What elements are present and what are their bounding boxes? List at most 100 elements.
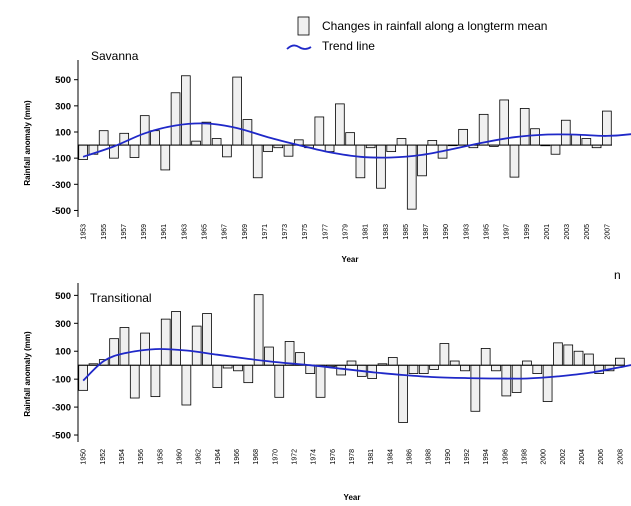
bar-1987	[460, 364, 470, 372]
bar-1963	[181, 75, 191, 146]
y-tick-label: -100	[52, 375, 71, 386]
x-tick-label: 1952	[100, 449, 107, 465]
x-tick-label: 1963	[181, 224, 188, 240]
bar-1959	[139, 115, 150, 146]
bar-1997	[530, 128, 540, 146]
x-tick-label: 1996	[502, 449, 509, 465]
bar-1976	[346, 360, 357, 366]
legend-line-label: Trend line	[322, 39, 375, 53]
bar-1964	[191, 140, 201, 146]
x-tick-label: 1960	[177, 449, 184, 465]
bar-1965	[201, 121, 212, 146]
bar-1995	[542, 364, 553, 402]
bar-1966	[243, 364, 254, 384]
bar-1995	[509, 144, 520, 178]
bar-1990	[458, 128, 468, 146]
bar-1984	[429, 364, 439, 370]
x-tick-label: 1955	[101, 224, 108, 240]
bar-1954	[119, 327, 130, 366]
transitional-trend-line	[82, 348, 631, 382]
bar-2004	[602, 110, 612, 146]
x-tick-label: 2003	[564, 224, 571, 240]
bar-1979	[345, 132, 355, 146]
bar-1960	[181, 364, 192, 406]
x-tick-label: 1988	[426, 449, 433, 465]
bar-1996	[519, 108, 530, 146]
x-tick-label: 1956	[138, 449, 145, 465]
bar-1985	[406, 144, 417, 210]
x-tick-label: 1961	[161, 224, 168, 240]
x-tick-label: 1959	[141, 224, 148, 240]
x-tick-label: 2006	[598, 449, 605, 465]
bar-1977	[324, 144, 335, 153]
bar-1980	[387, 357, 398, 366]
bar-1963	[212, 364, 223, 388]
x-tick-label: 1995	[484, 224, 491, 240]
x-tick-label: 1967	[222, 224, 229, 240]
y-tick-label: -100	[52, 154, 71, 165]
savanna-panel-title: Savanna	[91, 49, 139, 63]
savanna-bars	[78, 75, 612, 210]
bar-1958	[160, 318, 171, 366]
bar-1981	[398, 364, 408, 423]
y-tick-label: -500	[52, 206, 71, 217]
x-tick-label: 1974	[311, 449, 318, 465]
x-tick-label: 2004	[579, 449, 586, 465]
x-tick-label: 1978	[349, 449, 356, 465]
x-tick-label: 1964	[215, 449, 222, 465]
legend-bar-label: Changes in rainfall along a longterm mea…	[322, 19, 547, 33]
x-tick-label: 1993	[463, 224, 470, 240]
bar-1984	[396, 138, 407, 146]
bar-1985	[439, 343, 450, 366]
bar-1991	[501, 364, 512, 397]
bar-1989	[480, 348, 491, 366]
bar-1986	[449, 360, 460, 366]
bar-1967	[222, 144, 232, 158]
x-tick-label: 1950	[81, 449, 88, 465]
x-tick-label: 1987	[423, 224, 430, 240]
bar-1966	[211, 138, 222, 146]
x-tick-label: 1979	[343, 224, 350, 240]
x-tick-label: 1968	[253, 449, 260, 465]
bar-1983	[386, 144, 397, 153]
bar-1970	[284, 341, 295, 366]
y-tick-label: 100	[55, 128, 71, 139]
bar-1960	[150, 130, 160, 146]
bar-1958	[129, 144, 140, 158]
bar-1982	[408, 364, 419, 374]
bar-1968	[232, 76, 242, 146]
savanna-trend-line	[82, 122, 631, 159]
bar-1972	[305, 364, 316, 374]
x-tick-label: 1997	[504, 224, 511, 240]
transitional-axes: 500 300 100 -100 -300 -500 1950 1952 1954 1956 195…	[52, 283, 625, 465]
x-tick-label: 1966	[234, 449, 241, 465]
x-tick-label: 1971	[262, 224, 269, 240]
bar-1982	[376, 144, 386, 189]
x-tick-label: 1985	[403, 224, 410, 240]
y-tick-label: 500	[55, 291, 71, 302]
x-tick-label: 1984	[387, 449, 394, 465]
bar-1953	[78, 144, 88, 160]
bar-1962	[170, 92, 181, 146]
bar-2002	[615, 357, 625, 366]
transitional-bars	[78, 294, 625, 423]
y-tick-label: 300	[55, 319, 71, 330]
x-tick-label: 2001	[544, 224, 551, 240]
bar-1969	[274, 364, 285, 398]
legend: Changes in rainfall along a longterm mea…	[286, 16, 547, 53]
bar-1978	[335, 103, 345, 146]
bar-1973	[283, 144, 294, 157]
x-tick-label: 1970	[272, 449, 279, 465]
bar-1962	[202, 313, 212, 366]
y-tick-label: -300	[52, 180, 71, 191]
bar-1983	[418, 364, 429, 374]
bar-2002	[581, 138, 592, 146]
bar-1999	[550, 144, 561, 155]
legend-line-swatch	[286, 44, 312, 50]
x-tick-label: 1990	[445, 449, 452, 465]
bar-1955	[98, 130, 109, 146]
x-tick-label: 1998	[522, 449, 529, 465]
x-tick-label: 2007	[604, 224, 611, 240]
x-tick-label: 1994	[483, 449, 490, 465]
